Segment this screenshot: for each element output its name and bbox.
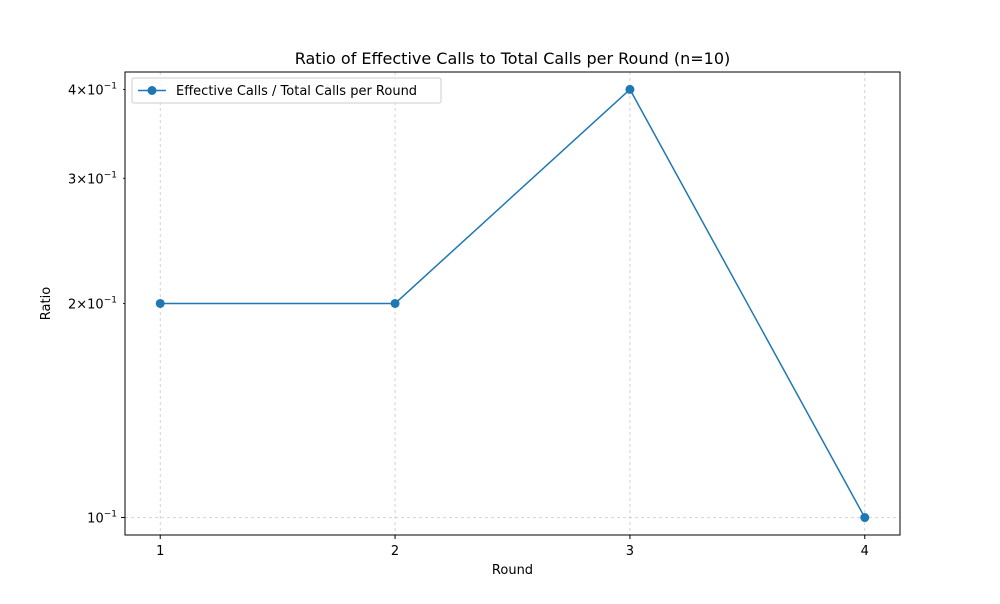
chart-title: Ratio of Effective Calls to Total Calls … [295,49,731,68]
y-tick-label: 4×10−1 [68,81,117,98]
legend-label: Effective Calls / Total Calls per Round [176,84,417,99]
y-tick-label: 3×10−1 [68,170,117,187]
x-tick-label: 1 [156,544,164,559]
data-point [155,298,165,308]
legend: Effective Calls / Total Calls per Round [131,77,442,104]
y-tick-label: 2×10−1 [68,295,117,312]
x-tick-label: 4 [861,544,869,559]
data-point [390,298,400,308]
y-axis-label: Ratio [39,287,54,320]
legend-marker-swatch [147,86,157,95]
series-layer [155,84,870,523]
legend-box [131,77,442,104]
x-axis-label: Round [492,563,533,578]
data-point [860,513,870,523]
series-line [160,88,866,518]
x-tick-label: 3 [626,544,634,559]
data-point [625,84,635,94]
x-tick-label: 2 [391,544,399,559]
y-tick-label: 10−1 [87,510,117,527]
x-axis-ticks: 1 2 3 4 [156,535,869,559]
grid-lines [125,72,900,535]
y-axis-ticks: 10−1 2×10−1 3×10−1 4×10−1 [68,81,125,527]
